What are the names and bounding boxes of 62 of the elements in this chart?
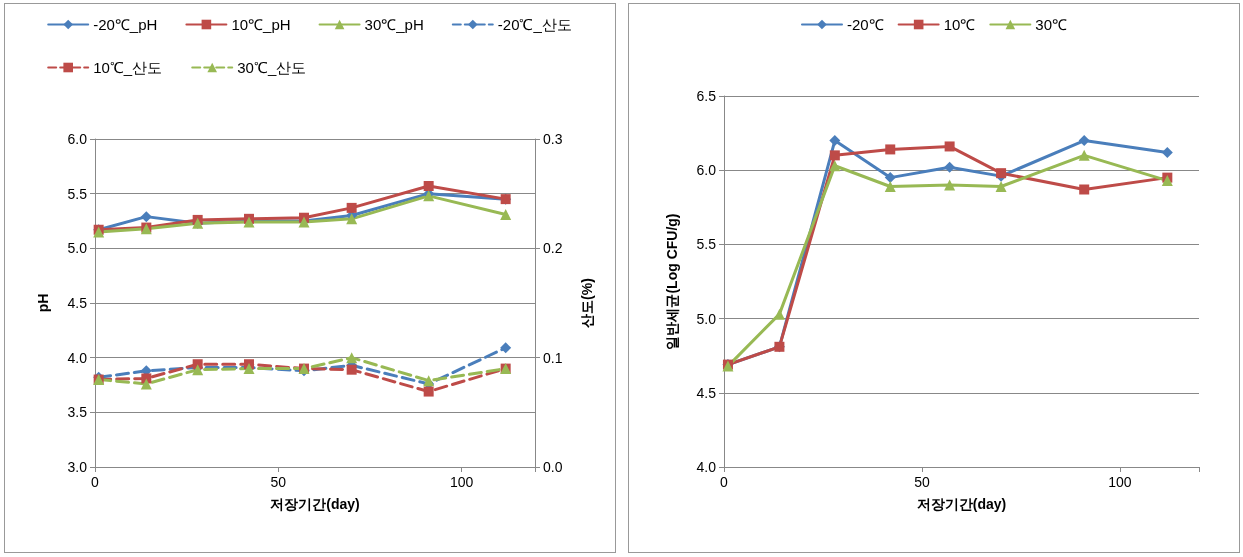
point	[1078, 135, 1090, 147]
point	[944, 141, 955, 152]
y-tick-label: 4.5	[696, 384, 717, 401]
legend-label: 10℃_산도	[93, 59, 163, 76]
y2-tick-label: 0.0	[543, 459, 563, 475]
y-axis-title: pH	[35, 293, 51, 313]
x-tick-label: 0	[91, 474, 100, 490]
x-axis-title: 저장기간(day)	[270, 496, 360, 512]
point	[995, 181, 1007, 193]
y-tick-label: 6.5	[696, 88, 717, 104]
point	[423, 386, 434, 397]
point	[885, 144, 896, 155]
legend-label: -20℃_pH	[93, 16, 158, 33]
y2-tick-label: 0.2	[543, 240, 563, 257]
y-tick-label: 5.0	[67, 240, 88, 257]
y-tick-label: 5.0	[696, 310, 717, 327]
point	[346, 352, 358, 364]
point	[140, 211, 152, 223]
point	[829, 160, 841, 172]
point	[141, 373, 152, 384]
point	[829, 150, 840, 161]
x-tick-label: 50	[270, 474, 287, 490]
x-tick-label: 50	[914, 474, 930, 490]
legend-label: 30℃_pH	[364, 16, 424, 33]
x-tick-label: 0	[720, 474, 729, 490]
point	[1079, 184, 1090, 195]
y-tick-label: 6.0	[696, 162, 717, 179]
point	[500, 342, 512, 354]
x-axis-title: 저장기간(day)	[916, 496, 1007, 512]
y-tick-label: 4.0	[696, 459, 717, 475]
point	[346, 202, 357, 213]
legend-label: -20℃_산도	[497, 16, 572, 33]
y-tick-label: 4.5	[67, 295, 88, 311]
point	[884, 172, 896, 184]
point	[1078, 149, 1090, 161]
y-tick-label: 5.5	[67, 185, 88, 202]
y-tick-label: 5.5	[696, 236, 717, 253]
point	[944, 161, 956, 173]
legend-label: 30℃	[1035, 16, 1068, 33]
legend-label: 10℃	[943, 16, 976, 33]
y-tick-label: 4.0	[67, 349, 88, 366]
legend-label: -20℃	[846, 16, 884, 33]
point	[423, 181, 434, 192]
legend-label: 10℃_pH	[231, 16, 291, 33]
y2-axis-title: 산도(%)	[579, 278, 595, 328]
legend-label: 30℃_산도	[237, 59, 307, 76]
point	[346, 364, 357, 375]
y2-tick-label: 0.1	[543, 349, 563, 366]
y-axis-title: 일반세균(Log CFU/g)	[664, 213, 680, 350]
point	[1161, 175, 1173, 187]
y-tick-label: 3.0	[67, 459, 88, 475]
y-tick-label: 3.5	[67, 404, 88, 421]
x-tick-label: 100	[449, 474, 474, 490]
y2-tick-label: 0.3	[543, 131, 563, 147]
point	[1161, 146, 1173, 158]
y-tick-label: 6.0	[67, 131, 88, 147]
point	[140, 378, 152, 390]
point	[944, 179, 956, 191]
point	[500, 208, 512, 220]
x-tick-label: 100	[1108, 474, 1132, 490]
point	[884, 181, 896, 193]
point	[829, 135, 841, 147]
